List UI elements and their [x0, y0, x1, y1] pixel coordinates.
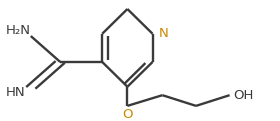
Text: N: N	[159, 27, 169, 40]
Text: HN: HN	[6, 86, 25, 99]
Text: O: O	[122, 108, 133, 121]
Text: H₂N: H₂N	[6, 24, 31, 37]
Text: OH: OH	[233, 89, 253, 102]
